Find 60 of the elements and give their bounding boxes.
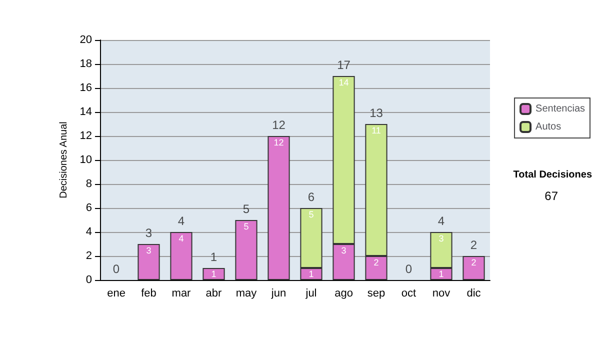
- x-tick-label: jul: [304, 288, 317, 300]
- bar: [170, 232, 192, 280]
- y-axis-title: Decisiones Anual: [58, 122, 70, 198]
- total-label: 0: [112, 262, 120, 276]
- x-tick-label: dic: [466, 288, 482, 300]
- data-label: 1: [308, 269, 314, 279]
- total-label: 5: [242, 202, 250, 216]
- y-tick-label: 8: [86, 178, 92, 190]
- data-label: 5: [308, 210, 314, 220]
- data-label: 2: [471, 258, 476, 268]
- data-label: 3: [146, 246, 152, 256]
- x-tick-label: mar: [172, 288, 192, 300]
- data-label: 1: [211, 269, 216, 279]
- bar: [268, 136, 290, 280]
- y-tick-label: 18: [80, 58, 92, 70]
- total-label: 1: [210, 250, 218, 264]
- y-tick-label: 12: [80, 130, 92, 142]
- x-tick-label: ago: [334, 288, 353, 300]
- data-label: 3: [438, 234, 444, 244]
- total-label: 6: [308, 190, 315, 204]
- legend-label: Sentencias: [536, 104, 586, 114]
- y-tick-label: 2: [86, 250, 92, 262]
- y-tick-label: 10: [80, 154, 92, 166]
- x-tick-label: feb: [141, 288, 156, 300]
- x-tick-label: may: [236, 288, 258, 300]
- total-label: 13: [370, 106, 384, 120]
- x-tick-label: ene: [107, 288, 126, 300]
- bar: [202, 268, 225, 280]
- data-label: 1: [438, 269, 444, 279]
- bar: [235, 220, 258, 280]
- text: Total Decisiones: [513, 170, 592, 180]
- y-tick-label: 4: [86, 226, 92, 238]
- y-tick-label: 16: [80, 82, 92, 94]
- x-tick-label: oct: [401, 288, 416, 300]
- total-label: 2: [470, 238, 478, 252]
- data-label: 3: [341, 246, 346, 256]
- x-tick-label: sep: [367, 288, 386, 300]
- bar: [138, 244, 160, 280]
- data-label: 4: [178, 234, 184, 244]
- x-tick-label: jun: [270, 288, 286, 300]
- data-label: 5: [244, 222, 249, 232]
- total-label: 4: [438, 214, 445, 228]
- y-tick-label: 20: [80, 34, 92, 46]
- total-label: 0: [405, 262, 412, 276]
- total-label: 17: [337, 58, 351, 72]
- text: 67: [544, 189, 558, 203]
- data-label: 12: [274, 138, 284, 148]
- total-label: 12: [272, 118, 286, 132]
- bar: [462, 256, 485, 280]
- data-label: 2: [374, 258, 379, 268]
- total-label: 3: [145, 226, 152, 240]
- data-label: 14: [338, 78, 349, 88]
- y-tick-label: 0: [86, 274, 92, 286]
- data-label: 11: [372, 126, 381, 136]
- x-tick-label: nov: [432, 288, 451, 300]
- y-tick-label: 14: [80, 106, 92, 118]
- total-label: 4: [178, 214, 185, 228]
- legend-label: Autos: [536, 122, 562, 132]
- x-tick-label: abr: [206, 288, 222, 300]
- y-tick-label: 6: [86, 202, 92, 214]
